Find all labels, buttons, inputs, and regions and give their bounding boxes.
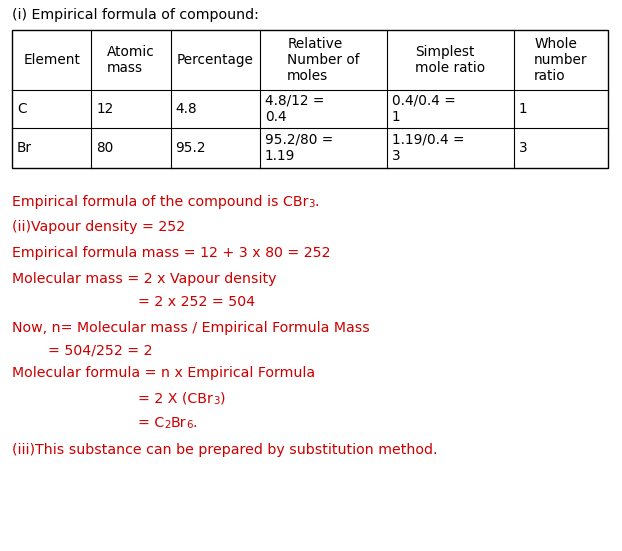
Text: 12: 12 — [96, 102, 114, 116]
Text: 80: 80 — [96, 141, 114, 155]
Text: .: . — [315, 195, 320, 209]
Text: (ii)Vapour density = 252: (ii)Vapour density = 252 — [12, 220, 185, 234]
Text: Molecular formula = n x Empirical Formula: Molecular formula = n x Empirical Formul… — [12, 366, 315, 380]
Text: Br: Br — [17, 141, 32, 155]
Text: 3: 3 — [519, 141, 527, 155]
Text: 95.2/80 =
1.19: 95.2/80 = 1.19 — [265, 133, 333, 163]
Text: Atomic
mass: Atomic mass — [107, 45, 155, 75]
Text: = 2 x 252 = 504: = 2 x 252 = 504 — [138, 295, 255, 309]
Text: .: . — [193, 416, 197, 430]
Text: (iii)This substance can be prepared by substitution method.: (iii)This substance can be prepared by s… — [12, 443, 437, 457]
Text: 1.19/0.4 =
3: 1.19/0.4 = 3 — [392, 133, 465, 163]
Text: Percentage: Percentage — [177, 53, 254, 67]
Text: Molecular mass = 2 x Vapour density: Molecular mass = 2 x Vapour density — [12, 272, 277, 286]
Text: Element: Element — [23, 53, 80, 67]
Text: 95.2: 95.2 — [175, 141, 206, 155]
Text: 0.4/0.4 =
1: 0.4/0.4 = 1 — [392, 94, 456, 124]
Text: ): ) — [220, 392, 225, 406]
Text: Br: Br — [170, 416, 186, 430]
Text: 1: 1 — [519, 102, 527, 116]
Text: 3: 3 — [309, 199, 315, 209]
Text: = C: = C — [138, 416, 164, 430]
Text: 4.8/12 =
0.4: 4.8/12 = 0.4 — [265, 94, 324, 124]
Text: C: C — [17, 102, 27, 116]
Text: 2: 2 — [164, 420, 170, 430]
Text: Empirical formula mass = 12 + 3 x 80 = 252: Empirical formula mass = 12 + 3 x 80 = 2… — [12, 246, 330, 260]
Text: Whole
number
ratio: Whole number ratio — [534, 37, 588, 83]
Text: 3: 3 — [213, 396, 220, 406]
Text: = 2 X (CBr: = 2 X (CBr — [138, 392, 213, 406]
Text: (i) Empirical formula of compound:: (i) Empirical formula of compound: — [12, 8, 259, 22]
Text: 6: 6 — [186, 420, 193, 430]
Bar — [12, 30, 608, 168]
Text: Relative
Number of
moles: Relative Number of moles — [287, 37, 360, 83]
Text: = 504/252 = 2: = 504/252 = 2 — [48, 344, 152, 358]
Text: 4.8: 4.8 — [175, 102, 197, 116]
Text: Now, n= Molecular mass / Empirical Formula Mass: Now, n= Molecular mass / Empirical Formu… — [12, 321, 369, 335]
Text: Empirical formula of the compound is CBr: Empirical formula of the compound is CBr — [12, 195, 309, 209]
Text: Simplest
mole ratio: Simplest mole ratio — [415, 45, 485, 75]
